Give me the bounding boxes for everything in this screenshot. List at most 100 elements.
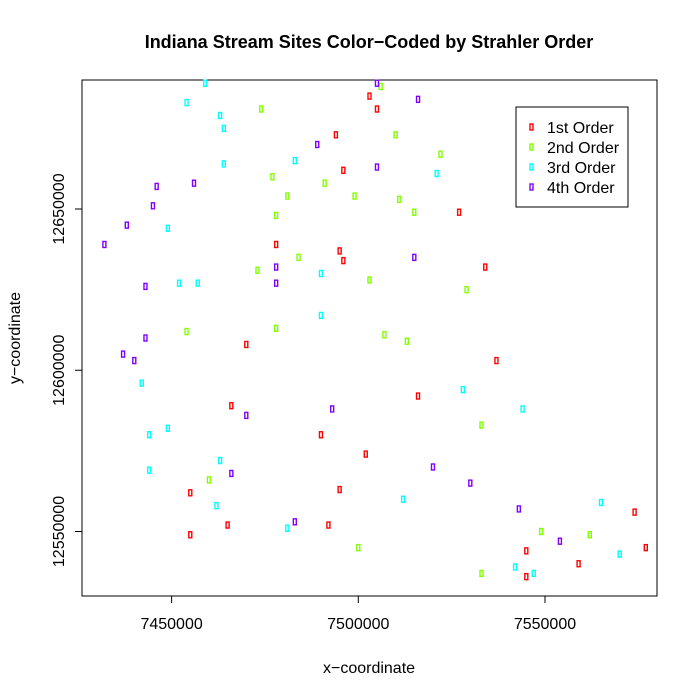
data-point-order-4 xyxy=(191,179,197,187)
data-point-order-2 xyxy=(285,192,290,200)
data-point-order-2 xyxy=(356,543,361,552)
data-point-order-1 xyxy=(244,340,249,349)
legend-marker xyxy=(529,183,534,191)
data-point-order-2 xyxy=(255,266,260,274)
data-point-order-1 xyxy=(318,431,324,439)
x-axis: 7450000 7500000 7550000 xyxy=(140,595,576,633)
data-point-order-3 xyxy=(520,405,525,413)
data-point-order-1 xyxy=(326,521,331,529)
y-tick-label: 12600000 xyxy=(51,335,68,406)
data-point-order-1 xyxy=(524,572,529,581)
data-point-order-1 xyxy=(494,356,499,365)
data-point-order-3 xyxy=(147,466,152,474)
data-point-order-2 xyxy=(259,105,264,113)
legend-label: 3rd Order xyxy=(547,160,616,177)
data-point-order-1 xyxy=(273,240,279,249)
y-tick-label: 12650000 xyxy=(51,173,68,244)
data-point-order-1 xyxy=(229,402,234,410)
data-point-order-2 xyxy=(378,82,383,91)
data-point-order-1 xyxy=(333,131,339,139)
data-point-order-3 xyxy=(400,495,406,503)
data-point-order-3 xyxy=(184,98,189,107)
data-point-order-4 xyxy=(374,163,380,171)
data-point-order-3 xyxy=(285,524,290,532)
data-point-order-2 xyxy=(296,253,301,262)
data-point-order-1 xyxy=(415,392,421,400)
data-point-order-1 xyxy=(576,560,581,568)
data-point-order-2 xyxy=(184,327,189,336)
data-point-order-4 xyxy=(516,505,522,513)
data-point-order-4 xyxy=(143,334,148,342)
data-point-order-2 xyxy=(206,476,212,484)
data-point-order-1 xyxy=(374,105,380,113)
data-point-order-4 xyxy=(120,350,126,358)
data-point-order-3 xyxy=(598,498,604,507)
data-point-order-4 xyxy=(143,282,148,291)
data-point-order-3 xyxy=(217,456,223,465)
data-point-order-4 xyxy=(412,253,417,262)
data-point-order-4 xyxy=(374,79,380,87)
data-point-order-4 xyxy=(315,140,320,149)
data-point-order-1 xyxy=(632,508,637,516)
data-point-order-4 xyxy=(150,202,156,210)
data-point-order-3 xyxy=(165,224,171,233)
data-point-order-3 xyxy=(318,311,324,320)
data-point-order-4 xyxy=(292,518,298,526)
data-point-order-1 xyxy=(367,92,372,100)
data-point-order-2 xyxy=(587,531,592,539)
data-point-order-4 xyxy=(102,240,107,249)
x-tick-label: 7550000 xyxy=(514,616,576,633)
data-point-order-4 xyxy=(430,463,436,471)
y-axis: 12550000 12600000 12650000 xyxy=(51,173,83,567)
data-point-order-3 xyxy=(139,379,144,387)
data-point-order-3 xyxy=(221,124,227,133)
data-point-order-1 xyxy=(341,166,346,175)
data-point-order-3 xyxy=(617,550,622,558)
data-point-order-3 xyxy=(203,79,208,87)
y-axis-label: y−coordinate xyxy=(7,292,24,384)
data-point-order-1 xyxy=(524,547,529,555)
data-point-order-2 xyxy=(464,285,469,294)
data-point-order-3 xyxy=(531,569,536,578)
data-point-order-3 xyxy=(318,269,324,278)
data-point-order-4 xyxy=(244,411,249,420)
data-point-order-1 xyxy=(337,485,342,494)
data-point-order-3 xyxy=(195,279,200,287)
data-point-order-4 xyxy=(557,537,563,545)
data-point-order-2 xyxy=(352,192,357,200)
data-point-order-1 xyxy=(188,489,193,497)
data-point-order-4 xyxy=(154,182,159,191)
legend-marker xyxy=(529,123,534,131)
data-point-order-1 xyxy=(341,256,346,265)
data-point-order-4 xyxy=(468,479,473,487)
x-tick-label: 7500000 xyxy=(327,616,389,633)
data-point-order-2 xyxy=(273,324,279,333)
legend-label: 1st Order xyxy=(547,120,614,137)
data-point-order-2 xyxy=(404,337,410,345)
data-point-order-1 xyxy=(456,208,462,216)
data-points xyxy=(102,79,648,581)
data-point-order-3 xyxy=(214,502,219,510)
data-point-order-2 xyxy=(270,173,275,181)
data-point-order-4 xyxy=(273,263,279,271)
data-point-order-2 xyxy=(412,208,417,216)
data-point-order-1 xyxy=(188,531,193,539)
data-point-order-4 xyxy=(273,279,279,287)
data-point-order-2 xyxy=(479,421,484,429)
legend-label: 4th Order xyxy=(547,180,615,197)
data-point-order-3 xyxy=(292,156,298,165)
data-point-order-2 xyxy=(367,276,372,284)
data-point-order-1 xyxy=(483,263,488,271)
legend-marker xyxy=(529,143,534,151)
x-tick-label: 7450000 xyxy=(140,616,202,633)
data-point-order-1 xyxy=(643,543,648,552)
data-point-order-3 xyxy=(512,563,518,571)
data-point-order-2 xyxy=(539,527,544,536)
legend-marker xyxy=(529,163,534,171)
data-point-order-4 xyxy=(415,95,421,104)
legend-box xyxy=(515,106,629,208)
data-point-order-2 xyxy=(397,195,402,204)
data-point-order-1 xyxy=(337,247,342,255)
legend-label: 2nd Order xyxy=(547,140,620,157)
